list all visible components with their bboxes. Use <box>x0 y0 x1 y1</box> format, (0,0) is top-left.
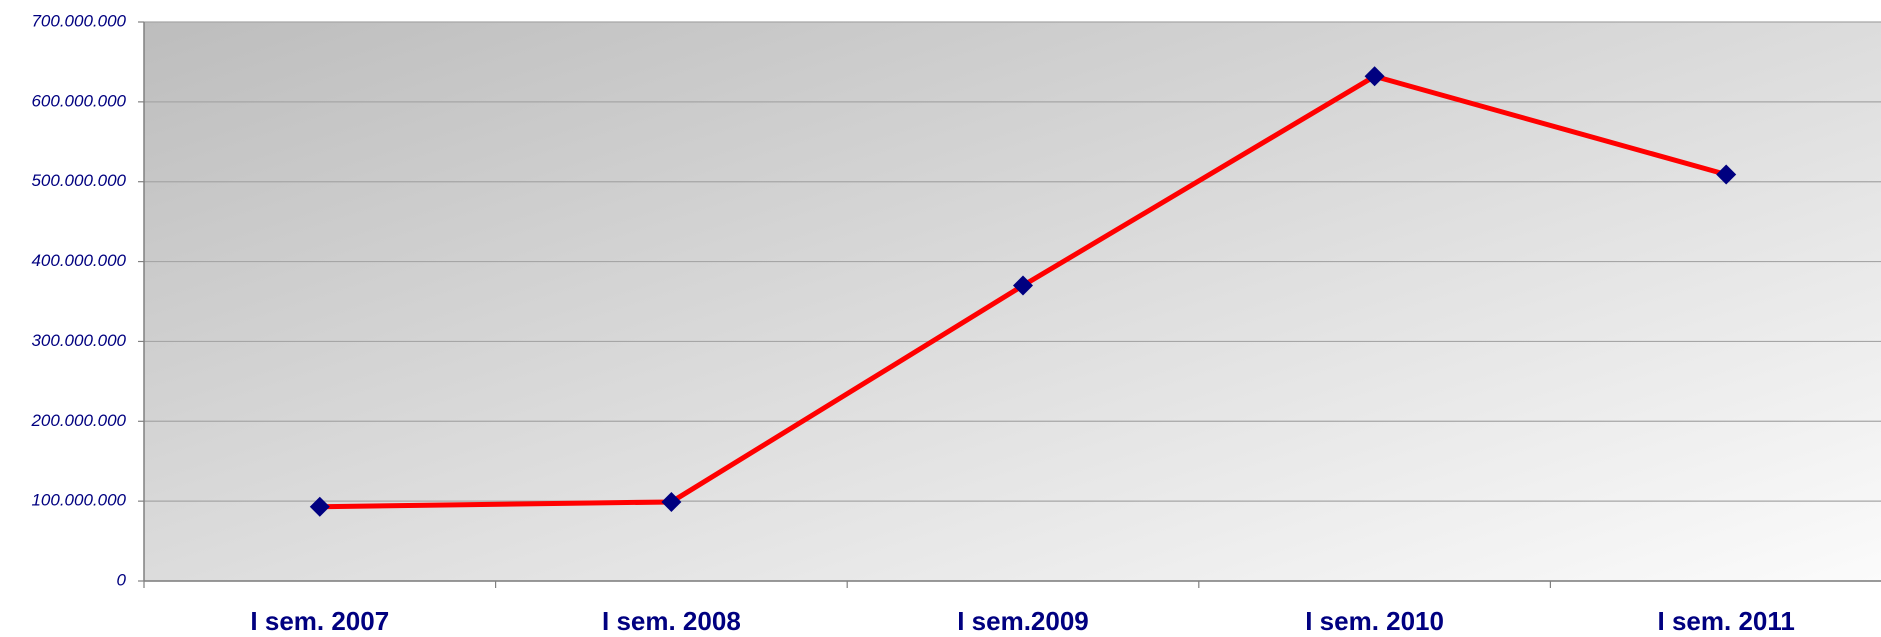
marker <box>1364 66 1385 87</box>
x-tick-label: I sem.2009 <box>957 606 1089 636</box>
marker <box>1716 164 1737 185</box>
y-tick-label: 600.000.000 <box>31 91 126 110</box>
x-tick-label: I sem. 2007 <box>250 606 389 636</box>
y-tick-label: 0 <box>117 570 127 589</box>
marker <box>661 491 682 512</box>
x-tick-label: I sem. 2008 <box>602 606 741 636</box>
marker <box>1013 275 1033 296</box>
plot-area <box>144 22 1881 581</box>
y-tick-label: 400.000.000 <box>31 251 126 270</box>
y-tick-label: 700.000.000 <box>31 11 126 30</box>
y-tick-label: 300.000.000 <box>31 331 126 350</box>
y-tick-label: 100.000.000 <box>31 491 126 510</box>
x-tick-label: I sem. 2011 <box>1658 606 1795 636</box>
y-tick-label: 500.000.000 <box>31 171 126 190</box>
y-tick-label: 200.000.000 <box>30 411 126 430</box>
marker <box>309 496 330 517</box>
x-tick-label: I sem. 2010 <box>1305 606 1444 636</box>
